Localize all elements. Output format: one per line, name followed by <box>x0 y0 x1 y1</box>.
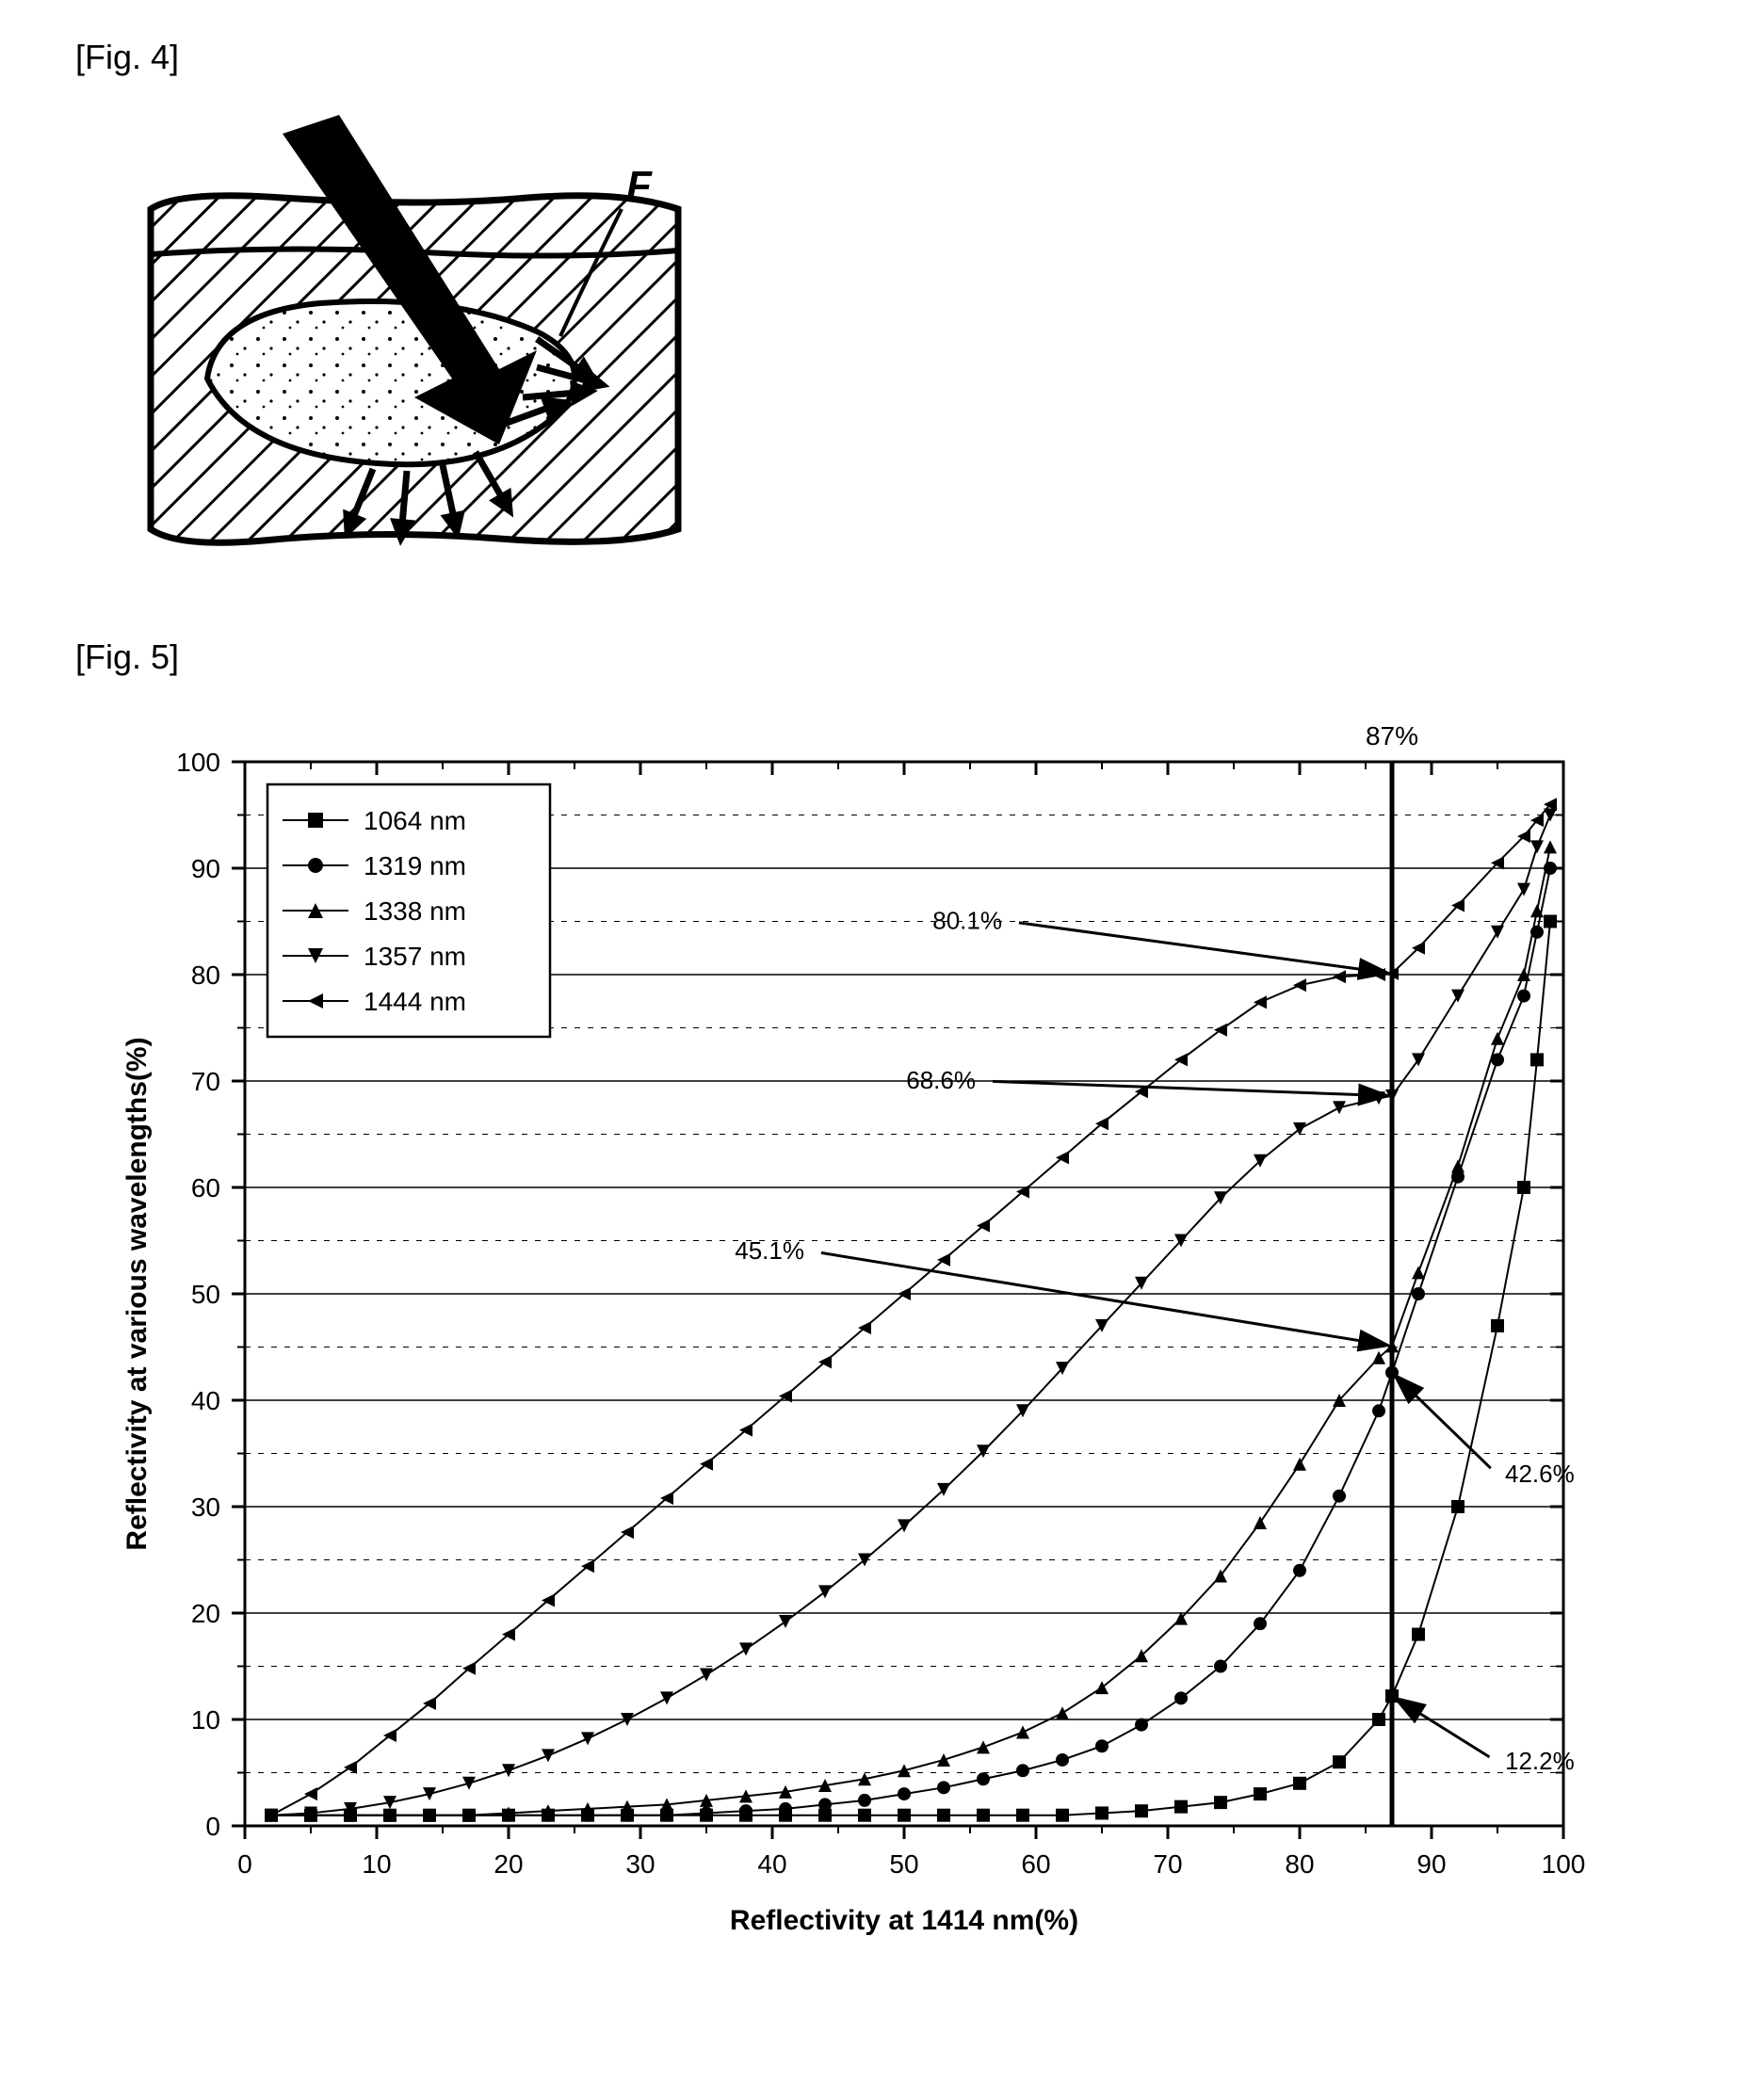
svg-text:Reflectivity at various wavele: Reflectivity at various wavelengths(%) <box>121 1037 153 1550</box>
svg-text:30: 30 <box>625 1849 655 1879</box>
svg-text:60: 60 <box>191 1173 220 1202</box>
svg-text:50: 50 <box>889 1849 918 1879</box>
svg-text:0: 0 <box>237 1849 252 1879</box>
svg-text:10: 10 <box>191 1705 220 1735</box>
svg-text:45.1%: 45.1% <box>735 1236 804 1265</box>
svg-text:68.6%: 68.6% <box>906 1066 976 1094</box>
svg-text:20: 20 <box>494 1849 523 1879</box>
svg-text:100: 100 <box>1542 1849 1586 1879</box>
fig4-diagram: F <box>94 96 1689 590</box>
svg-text:90: 90 <box>191 854 220 883</box>
fig5-chart: 0 10 20 30 40 50 60 70 80 90 100 0 10 20 30 40 50 60 70 80 9… <box>94 696 1689 1972</box>
svg-text:100: 100 <box>176 748 220 777</box>
svg-text:80.1%: 80.1% <box>932 907 1002 935</box>
f-label: F <box>626 163 653 209</box>
svg-text:70: 70 <box>1153 1849 1182 1879</box>
svg-text:50: 50 <box>191 1280 220 1309</box>
svg-text:12.2%: 12.2% <box>1505 1747 1575 1775</box>
svg-text:42.6%: 42.6% <box>1505 1460 1575 1488</box>
svg-text:60: 60 <box>1021 1849 1050 1879</box>
svg-text:1357 nm: 1357 nm <box>364 942 466 971</box>
svg-text:40: 40 <box>191 1386 220 1415</box>
svg-text:1444 nm: 1444 nm <box>364 987 466 1016</box>
svg-text:90: 90 <box>1416 1849 1446 1879</box>
svg-text:30: 30 <box>191 1493 220 1522</box>
svg-text:80: 80 <box>1285 1849 1314 1879</box>
svg-text:40: 40 <box>757 1849 786 1879</box>
svg-text:10: 10 <box>362 1849 391 1879</box>
svg-text:1064 nm: 1064 nm <box>364 806 466 835</box>
svg-text:1319 nm: 1319 nm <box>364 851 466 880</box>
fig5-label: [Fig. 5] <box>75 638 1689 677</box>
svg-text:1338 nm: 1338 nm <box>364 896 466 926</box>
fig4-label: [Fig. 4] <box>75 38 1689 77</box>
svg-text:70: 70 <box>191 1067 220 1096</box>
svg-text:Reflectivity at 1414 nm(%): Reflectivity at 1414 nm(%) <box>730 1905 1078 1936</box>
svg-text:20: 20 <box>191 1599 220 1628</box>
svg-text:80: 80 <box>191 960 220 990</box>
svg-text:87%: 87% <box>1366 721 1418 750</box>
svg-text:0: 0 <box>205 1812 220 1841</box>
